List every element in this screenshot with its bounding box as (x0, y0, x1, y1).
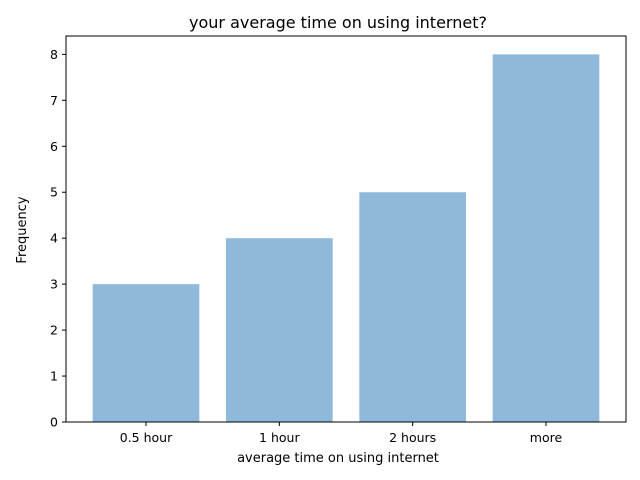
y-tick-label: 7 (50, 93, 58, 108)
plot-frame (65, 35, 627, 423)
y-tick-label: 0 (50, 415, 58, 430)
x-ticks: 0.5 hour 1 hour 2 hours more (120, 422, 563, 445)
bar-0 (92, 284, 200, 422)
x-tick-label: more (530, 430, 563, 445)
chart-title: your average time on using internet? (189, 13, 487, 32)
x-tick-label: 1 hour (259, 430, 300, 445)
bar-2 (359, 192, 466, 422)
y-tick-label: 2 (50, 323, 58, 338)
x-axis-label: average time on using internet (237, 451, 439, 466)
x-tick-label: 0.5 hour (120, 430, 173, 445)
y-tick-label: 3 (50, 277, 58, 292)
y-ticks: 0 1 2 3 4 5 6 7 8 (50, 47, 66, 430)
bar-1 (226, 238, 333, 422)
y-tick-label: 5 (50, 185, 58, 200)
x-tick-label: 2 hours (389, 430, 436, 445)
y-tick-label: 1 (50, 369, 58, 384)
y-tick-label: 4 (50, 231, 58, 246)
y-axis-label: Frequency (15, 196, 30, 263)
axes-group (65, 35, 627, 423)
bars-group (92, 54, 600, 422)
y-tick-label: 8 (50, 47, 58, 62)
bar-3 (492, 54, 600, 422)
y-tick-label: 6 (50, 139, 58, 154)
